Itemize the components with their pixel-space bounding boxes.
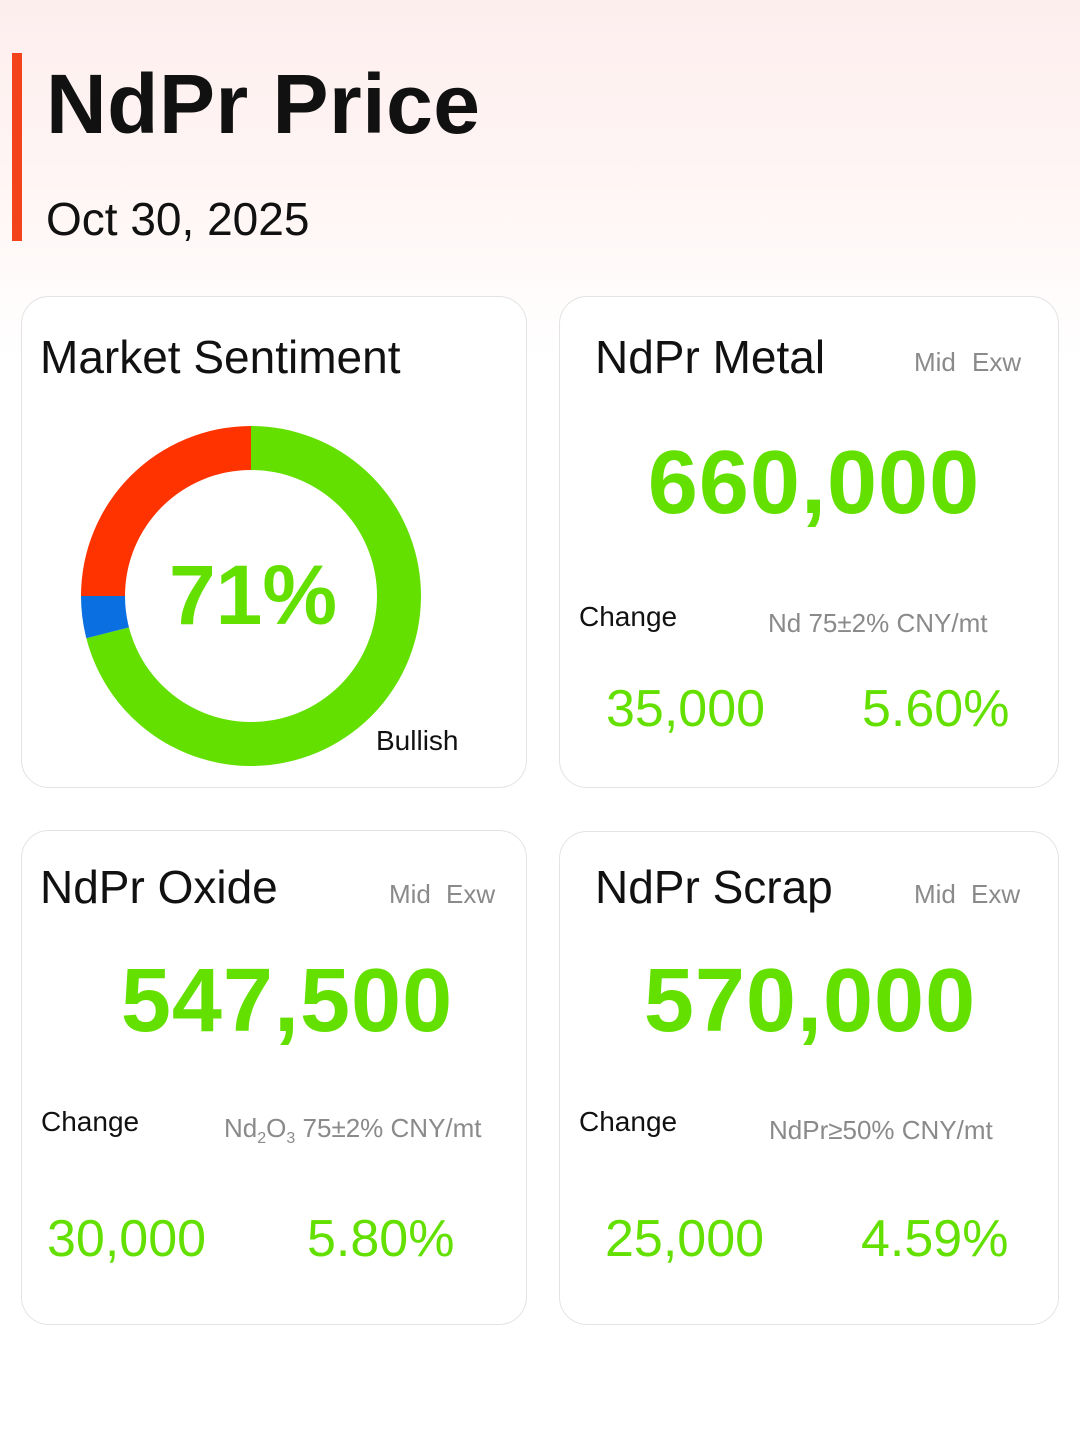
oxide-change-abs: 30,000	[47, 1210, 207, 1268]
sentiment-donut-chart	[81, 426, 421, 766]
page-date: Oct 30, 2025	[46, 193, 310, 245]
oxide-price: 547,500	[120, 951, 454, 1051]
metal-change-pct: 5.60%	[862, 680, 1010, 738]
scrap-spec: NdPr≥50% CNY/mt	[769, 1115, 993, 1145]
metal-price: 660,000	[647, 433, 981, 533]
metal-change-abs: 35,000	[606, 680, 766, 738]
ndpr-oxide-card: NdPr Oxide Mid Exw 547,500 Change Nd2O3 …	[21, 830, 527, 1325]
scrap-change-pct: 4.59%	[861, 1210, 1009, 1268]
donut-slice-bearish	[81, 426, 251, 596]
sentiment-title: Market Sentiment	[40, 331, 401, 383]
page-title: NdPr Price	[46, 57, 481, 151]
sentiment-percent: 71%	[168, 548, 338, 642]
scrap-tag-mid: Mid	[914, 879, 956, 909]
metal-tag-exw: Exw	[972, 347, 1022, 377]
title-accent-bar	[12, 53, 22, 241]
scrap-change-abs: 25,000	[605, 1210, 765, 1268]
metal-spec: Nd 75±2% CNY/mt	[768, 608, 988, 638]
sentiment-legend-bullish: Bullish	[376, 725, 459, 756]
metal-title: NdPr Metal	[595, 331, 826, 383]
metal-change-label: Change	[579, 601, 678, 632]
scrap-change-label: Change	[579, 1106, 678, 1137]
oxide-tag-exw: Exw	[446, 879, 496, 909]
ndpr-scrap-card: NdPr Scrap Mid Exw 570,000 Change NdPr≥5…	[559, 831, 1059, 1325]
market-sentiment-card: Market Sentiment 71% Bullish	[21, 296, 527, 788]
oxide-tag-mid: Mid	[389, 879, 431, 909]
oxide-change-label: Change	[41, 1106, 140, 1137]
oxide-spec: Nd2O3 75±2% CNY/mt	[224, 1113, 482, 1148]
scrap-tag-exw: Exw	[971, 879, 1021, 909]
oxide-change-pct: 5.80%	[307, 1210, 455, 1268]
metal-tag-mid: Mid	[914, 347, 956, 377]
scrap-title: NdPr Scrap	[595, 861, 833, 913]
donut-slice-neutral	[81, 596, 129, 639]
oxide-title: NdPr Oxide	[40, 861, 278, 913]
ndpr-metal-card: NdPr Metal Mid Exw 660,000 Change Nd 75±…	[559, 296, 1059, 788]
scrap-price: 570,000	[643, 951, 977, 1051]
